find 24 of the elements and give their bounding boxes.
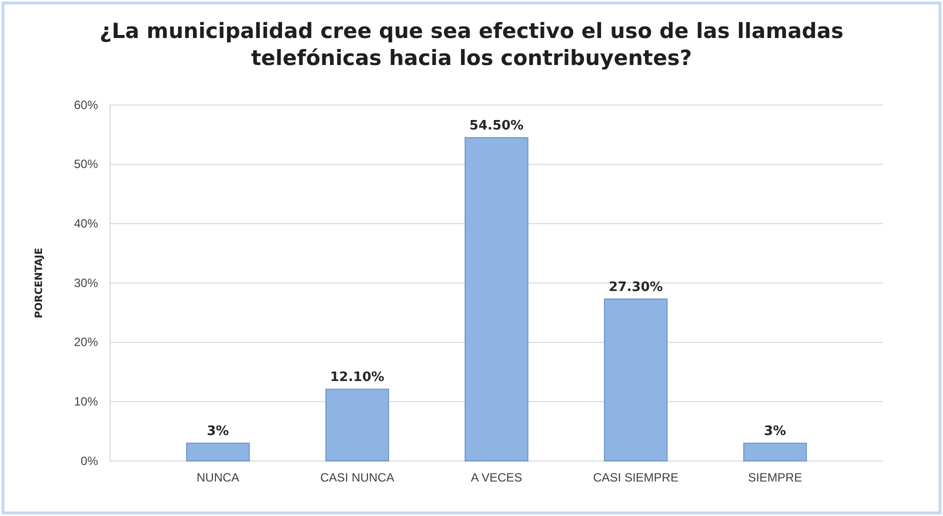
- y-tick-label: 20%: [74, 335, 98, 350]
- y-tick-label: 40%: [74, 216, 98, 231]
- y-tick-label: 0%: [80, 454, 98, 468]
- y-axis-title: PORCENTAJE: [34, 248, 45, 318]
- data-label: 27.30%: [608, 280, 663, 296]
- x-tick-label: CASI SIEMPRE: [593, 470, 678, 485]
- y-tick-label: 10%: [74, 394, 98, 409]
- y-tick-label: 50%: [74, 157, 98, 172]
- x-tick-label: SIEMPRE: [748, 470, 802, 485]
- x-tick-label: A VECES: [470, 470, 522, 485]
- bar: [325, 388, 390, 462]
- x-tick-label: CASI NUNCA: [320, 470, 394, 485]
- data-label: 54.50%: [469, 118, 524, 134]
- bar: [743, 442, 807, 462]
- x-tick-label: NUNCA: [196, 470, 240, 485]
- data-label: 3%: [206, 424, 229, 440]
- data-label: 3%: [764, 424, 786, 440]
- bar: [464, 137, 528, 462]
- y-tick-label: 30%: [74, 276, 98, 290]
- chart-title: ¿La municipalidad cree que sea efectivo el uso de las llamadas telefónicas hacia los contribuyentes?: [100, 19, 844, 70]
- bar: [186, 442, 250, 462]
- y-tick-label: 60%: [74, 98, 98, 112]
- data-label: 12.10%: [330, 370, 384, 386]
- bar: [604, 298, 668, 462]
